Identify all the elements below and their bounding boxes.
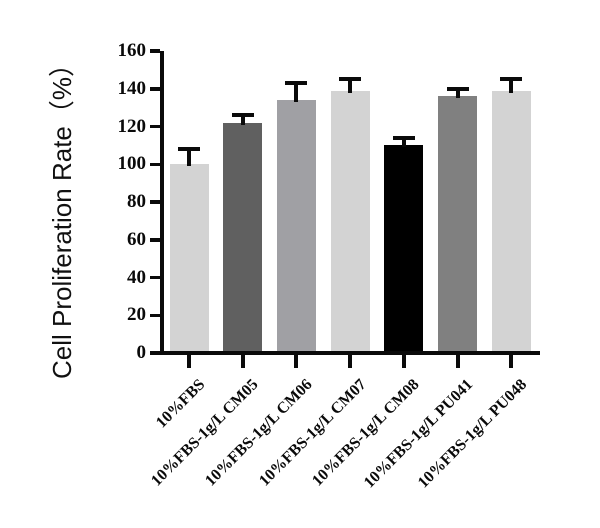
y-axis-tick bbox=[150, 200, 160, 204]
x-axis-line bbox=[158, 351, 540, 355]
error-bar-cap bbox=[500, 77, 523, 82]
x-axis-tick bbox=[455, 355, 460, 368]
error-bar-cap bbox=[231, 113, 254, 118]
x-axis-tick bbox=[240, 355, 245, 368]
y-tick-label: 0 bbox=[136, 342, 147, 363]
error-bar-cap bbox=[339, 77, 362, 82]
bar bbox=[223, 122, 263, 353]
y-tick-label: 40 bbox=[127, 266, 146, 288]
error-bar-stem bbox=[240, 115, 245, 125]
error-bar-stem bbox=[348, 79, 353, 93]
error-bar-cap bbox=[285, 81, 308, 86]
y-tick-label: 60 bbox=[127, 228, 146, 250]
y-axis-line bbox=[160, 51, 164, 355]
x-axis-tick bbox=[294, 355, 299, 368]
error-bar-stem bbox=[401, 137, 406, 148]
x-category-label: 10%FBS-1g/L PU048 bbox=[414, 376, 531, 492]
y-tick-label: 100 bbox=[117, 153, 147, 175]
bar bbox=[276, 100, 316, 353]
y-axis-tick bbox=[150, 275, 160, 280]
y-tick-label: 80 bbox=[127, 191, 146, 212]
bar bbox=[491, 90, 531, 353]
error-bar-stem bbox=[509, 79, 514, 93]
y-tick-label: 120 bbox=[117, 115, 147, 137]
y-axis-tick bbox=[150, 313, 160, 317]
y-axis-tick bbox=[150, 162, 160, 166]
error-bar-cap bbox=[446, 86, 469, 91]
y-axis-tick bbox=[150, 87, 160, 91]
bar bbox=[384, 145, 424, 353]
bar bbox=[169, 164, 209, 353]
error-bar-cap bbox=[178, 147, 200, 152]
error-bar-stem bbox=[187, 149, 191, 167]
x-axis-tick bbox=[509, 355, 514, 368]
x-axis-tick bbox=[187, 355, 191, 368]
y-tick-label: 160 bbox=[117, 40, 147, 61]
y-tick-label: 20 bbox=[127, 304, 146, 326]
y-axis-tick bbox=[150, 124, 160, 129]
y-axis-tick bbox=[150, 351, 160, 355]
y-axis-tick bbox=[150, 49, 160, 53]
y-axis-tick bbox=[150, 238, 160, 242]
x-axis-tick bbox=[348, 355, 353, 368]
x-axis-tick bbox=[401, 355, 406, 368]
bar bbox=[330, 90, 370, 353]
error-bar-stem bbox=[294, 83, 299, 103]
y-tick-label: 140 bbox=[117, 77, 147, 99]
error-bar-cap bbox=[392, 135, 415, 140]
bar bbox=[438, 96, 477, 353]
error-bar-stem bbox=[455, 88, 460, 99]
